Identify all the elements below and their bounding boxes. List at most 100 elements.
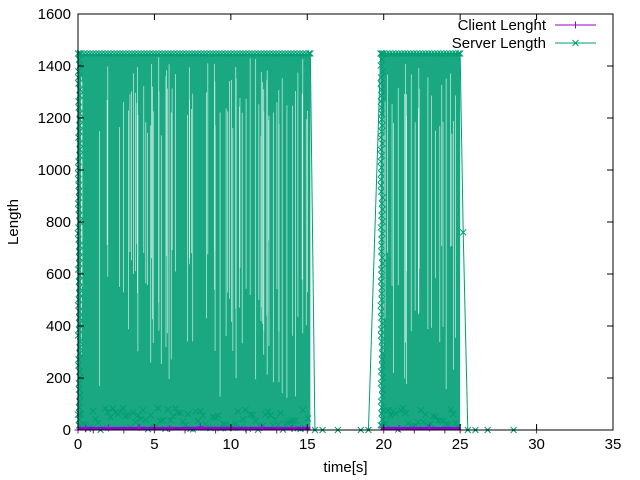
server-point [75,284,83,291]
server-point [167,416,174,424]
server-point [252,417,259,425]
server-point [378,212,385,219]
server-point [147,411,154,419]
server-point [378,164,385,171]
server-point [102,405,109,412]
server-point [378,128,386,135]
server-point [377,332,385,339]
server-point [76,122,83,129]
server-point [378,392,386,399]
x-tick-label: 15 [299,436,316,453]
server-point [236,50,244,57]
server-point [194,50,202,57]
server-point [447,406,455,413]
server-point [437,416,445,424]
server-point [257,50,265,57]
server-point [124,411,132,419]
server-point [104,50,112,57]
server-point [378,242,385,249]
server-point [143,50,151,57]
server-point [378,140,386,147]
server-point [247,411,254,418]
server-point [75,296,82,303]
server-point [82,420,89,428]
client-point [166,424,174,432]
server-point [75,314,83,321]
server-point [378,386,386,393]
x-tick-label: 25 [452,436,469,453]
server-point [86,50,94,57]
server-point [264,408,272,416]
server-burst-fill [78,53,311,431]
server-point [267,412,274,419]
server-point [266,50,274,57]
server-point [377,278,385,285]
server-point [449,410,457,418]
server-point [378,356,386,363]
server-point [203,50,211,57]
server-point [299,406,307,414]
server-point [75,206,83,213]
server-point [377,380,385,387]
server-point [402,409,410,417]
server-point [378,236,385,243]
server-point [245,50,253,57]
server-point [75,254,83,261]
server-point [377,326,385,333]
server-point [200,50,208,57]
server-point [434,417,442,425]
server-burst-fill [380,53,461,431]
client-point [288,424,296,432]
server-point [230,50,238,57]
server-point [377,74,385,81]
server-point [422,411,430,418]
server-point [75,326,83,333]
server-point [75,104,82,111]
server-point [76,128,83,135]
server-point [456,50,464,57]
server-point [378,296,386,303]
server-point [131,50,139,57]
server-point [281,50,289,57]
server-point [377,302,385,309]
server-point [399,404,407,412]
server-point [75,278,83,285]
server-point [377,50,385,57]
server-point [137,50,145,57]
legend-marker-server [572,39,579,47]
server-point [75,404,83,411]
client-point [395,424,403,432]
server-point [378,320,386,327]
server-point [215,50,223,57]
server-point [242,50,250,57]
server-point [232,420,239,428]
server-point [377,224,385,231]
server-point [417,406,425,414]
server-point [293,50,301,57]
server-point [197,50,205,57]
server-point [149,50,157,57]
server-point [75,368,83,375]
server-point [378,362,386,369]
server-burst-1 [377,50,463,433]
server-point [251,50,259,57]
server-point [152,50,160,57]
x-tick-label: 20 [375,436,392,453]
server-point [444,420,452,428]
server-point [128,50,136,57]
server-point [378,284,386,291]
server-point [164,50,172,57]
server-point [378,290,385,297]
y-tick-label: 1000 [38,162,71,179]
server-point [239,415,247,423]
server-point [132,418,139,426]
server-point [377,368,385,375]
server-point [117,408,124,416]
server-point [113,50,121,57]
server-point [75,248,83,255]
server-point [177,409,184,417]
server-point [75,380,83,387]
server-point [284,50,292,57]
server-point [182,50,190,57]
